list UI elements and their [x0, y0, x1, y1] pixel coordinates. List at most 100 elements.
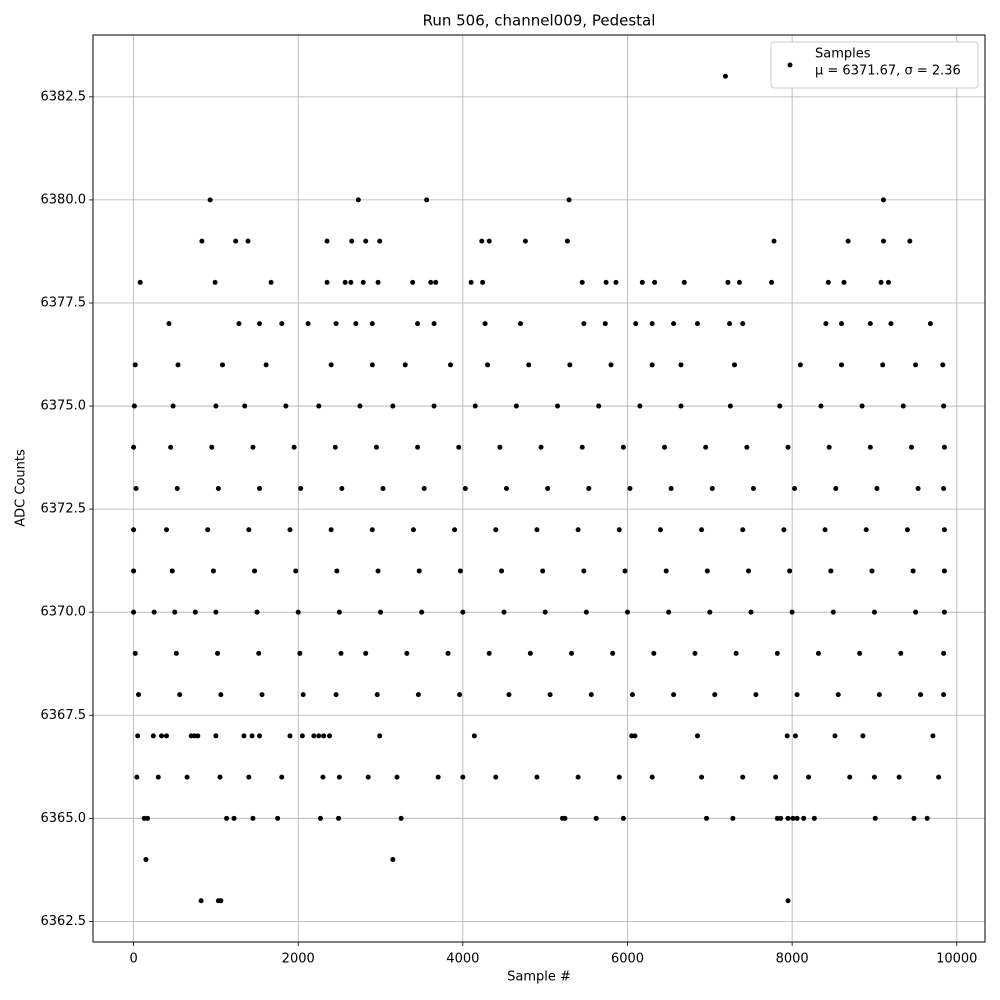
data-point — [287, 527, 293, 533]
data-point — [468, 279, 474, 285]
data-point — [941, 650, 947, 656]
data-point — [627, 486, 633, 491]
data-point — [822, 527, 828, 533]
legend-box — [770, 41, 979, 89]
data-point — [410, 527, 416, 533]
data-point — [815, 650, 821, 656]
data-point — [740, 321, 746, 327]
data-point — [256, 650, 262, 656]
x-tick-label: 2000 — [282, 952, 315, 967]
data-point — [841, 279, 847, 285]
data-point — [806, 774, 812, 780]
data-point — [380, 486, 386, 491]
x-tick-label: 8000 — [776, 952, 809, 967]
data-point — [871, 609, 877, 615]
data-point — [748, 609, 754, 615]
data-point — [236, 321, 242, 327]
data-point — [134, 774, 140, 780]
data-point — [218, 898, 224, 904]
chart-title: Run 506, channel009, Pedestal — [423, 12, 656, 30]
data-point — [233, 238, 239, 244]
data-point — [131, 527, 137, 533]
data-point — [771, 238, 777, 244]
data-point — [298, 486, 304, 491]
data-point — [209, 444, 215, 450]
data-point — [581, 321, 587, 327]
data-point — [210, 568, 216, 574]
data-point — [538, 444, 544, 450]
data-point — [328, 527, 334, 533]
data-point — [671, 321, 677, 327]
data-point — [911, 815, 917, 821]
data-point — [732, 362, 738, 368]
data-point — [620, 444, 626, 450]
data-point — [613, 279, 619, 285]
data-point — [321, 733, 327, 739]
data-point — [900, 403, 906, 409]
data-point — [353, 321, 359, 327]
data-point — [896, 774, 902, 780]
data-point — [818, 403, 824, 409]
data-point — [279, 321, 285, 327]
data-point — [293, 568, 299, 574]
y-tick-label: 6377.5 — [41, 295, 87, 310]
data-point — [652, 279, 658, 285]
data-point — [678, 403, 684, 409]
data-point — [332, 444, 338, 450]
data-point — [913, 609, 919, 615]
data-point — [579, 279, 585, 285]
data-point — [213, 403, 219, 409]
legend-marker — [787, 62, 793, 68]
data-point — [452, 527, 458, 533]
data-point — [668, 486, 674, 491]
data-point — [431, 321, 437, 327]
data-point — [493, 527, 499, 533]
data-point — [704, 568, 710, 574]
data-point — [172, 609, 178, 615]
data-point — [649, 774, 655, 780]
data-point — [503, 486, 509, 491]
data-point — [471, 733, 477, 739]
data-point — [217, 774, 223, 780]
data-point — [445, 650, 451, 656]
data-point — [832, 733, 838, 739]
data-point — [486, 650, 492, 656]
data-point — [291, 444, 297, 450]
data-point — [283, 403, 289, 409]
data-point — [513, 403, 519, 409]
data-point — [415, 444, 421, 450]
data-point — [479, 238, 485, 244]
data-point — [316, 733, 322, 739]
data-point — [460, 609, 466, 615]
data-point — [377, 238, 383, 244]
data-point — [175, 362, 181, 368]
data-point — [242, 403, 248, 409]
data-point — [745, 568, 751, 574]
data-point — [564, 238, 570, 244]
data-point — [694, 733, 700, 739]
data-point — [164, 527, 170, 533]
data-point — [241, 733, 247, 739]
data-point — [369, 321, 375, 327]
data-point — [259, 692, 265, 698]
data-point — [231, 815, 237, 821]
legend-label: Samples — [815, 47, 871, 62]
data-point — [257, 321, 263, 327]
data-point — [602, 321, 608, 327]
data-point — [704, 815, 710, 821]
data-point — [218, 692, 224, 698]
data-point — [151, 609, 157, 615]
data-point — [733, 650, 739, 656]
data-point — [555, 403, 561, 409]
data-point — [542, 609, 548, 615]
data-point — [908, 444, 914, 450]
data-point — [177, 692, 183, 698]
data-point — [736, 279, 742, 285]
data-point — [787, 568, 793, 574]
data-point — [317, 815, 323, 821]
data-point — [629, 692, 635, 698]
data-point — [722, 73, 728, 79]
data-point — [562, 815, 568, 821]
data-point — [867, 321, 873, 327]
